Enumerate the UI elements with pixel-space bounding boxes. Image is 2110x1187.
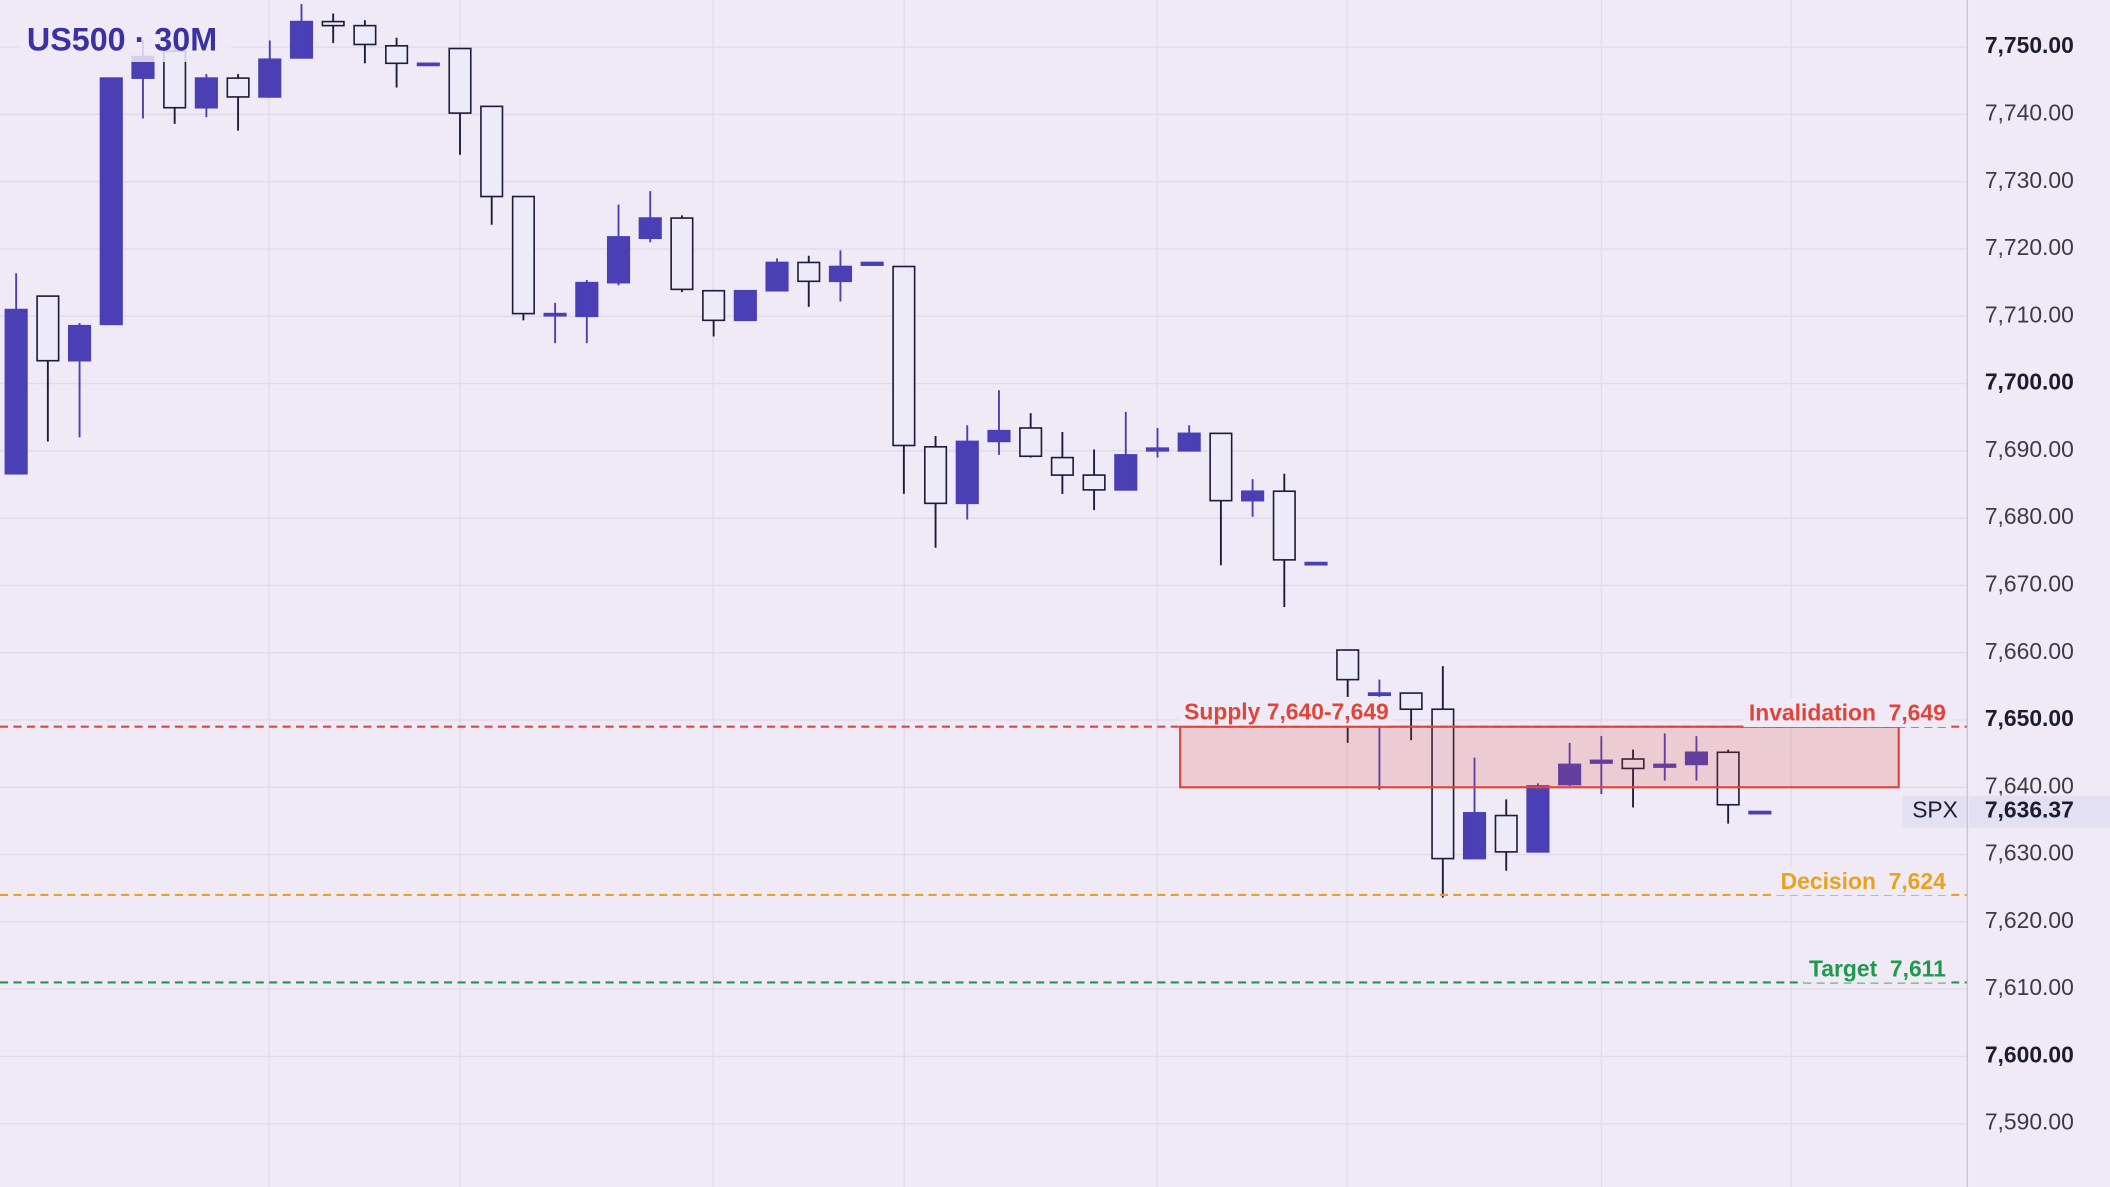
candle-body bbox=[1462, 812, 1487, 860]
candle-body bbox=[1399, 692, 1423, 711]
candle-body bbox=[1019, 427, 1043, 458]
candle-body bbox=[1145, 447, 1170, 452]
level-label: Target 7,611 bbox=[1809, 955, 1946, 981]
plot bbox=[4, 4, 1772, 898]
candle-body bbox=[36, 295, 60, 362]
candle-body bbox=[987, 429, 1011, 443]
candle-body bbox=[575, 281, 599, 318]
candle-body bbox=[258, 58, 282, 98]
y-tick-label: 7,620.00 bbox=[1985, 907, 2074, 933]
candle-body bbox=[892, 265, 916, 447]
candle-body bbox=[1241, 490, 1265, 502]
candle-body bbox=[955, 440, 979, 505]
level-label-bg bbox=[1803, 953, 1952, 983]
title-bg bbox=[18, 18, 232, 62]
symbol-tag bbox=[1902, 795, 1968, 828]
candle-body bbox=[828, 265, 853, 283]
candle-body bbox=[448, 47, 472, 114]
candle-body bbox=[1621, 758, 1645, 770]
y-tick-label: 7,730.00 bbox=[1985, 167, 2074, 193]
y-tick-label: 7,700.00 bbox=[1985, 369, 2074, 395]
candle-body bbox=[606, 236, 631, 284]
y-tick-label: 7,650.00 bbox=[1985, 705, 2074, 731]
candle-body bbox=[1558, 763, 1582, 786]
candle-body bbox=[1272, 490, 1296, 561]
symbol-label: SPX bbox=[1912, 797, 1958, 823]
zone-label: Supply 7,640-7,649 bbox=[1184, 698, 1389, 724]
level-label-bg bbox=[1775, 866, 1952, 896]
candle-body bbox=[1653, 763, 1677, 768]
candle-body bbox=[1431, 708, 1455, 860]
candle-body bbox=[733, 289, 757, 322]
y-tick-label: 7,590.00 bbox=[1985, 1109, 2074, 1135]
candle-body bbox=[511, 195, 535, 315]
candle-body bbox=[797, 261, 821, 283]
candle-body bbox=[1304, 561, 1328, 566]
level-label-bg bbox=[1743, 698, 1952, 728]
candle-body bbox=[543, 312, 567, 317]
y-tick-label: 7,710.00 bbox=[1985, 301, 2074, 327]
time-grid bbox=[268, 0, 1792, 1187]
candle-body bbox=[1082, 474, 1106, 491]
candle-body bbox=[1684, 751, 1709, 766]
candle-body bbox=[923, 446, 948, 505]
candle-body bbox=[321, 20, 345, 27]
price-tag bbox=[1968, 795, 2110, 828]
y-tick-label: 7,740.00 bbox=[1985, 99, 2074, 125]
y-tick-label: 7,610.00 bbox=[1985, 974, 2074, 1000]
level-label: Decision 7,624 bbox=[1781, 868, 1946, 894]
candle-body bbox=[1716, 751, 1740, 806]
candle-body bbox=[1114, 454, 1138, 491]
candle-body bbox=[416, 62, 440, 67]
candle-body bbox=[765, 261, 789, 292]
y-tick-label: 7,640.00 bbox=[1985, 772, 2074, 798]
price-axis-panel bbox=[1967, 0, 2110, 1187]
candle-body bbox=[1367, 692, 1391, 697]
y-tick-label: 7,630.00 bbox=[1985, 840, 2074, 866]
candle-body bbox=[194, 77, 218, 109]
chart-title: US500 · 30M bbox=[27, 21, 217, 57]
candle-body bbox=[638, 217, 662, 240]
candle-body bbox=[860, 261, 884, 266]
candle-body bbox=[226, 77, 250, 98]
y-tick-label: 7,600.00 bbox=[1985, 1041, 2074, 1067]
price-tag-label: 7,636.37 bbox=[1985, 797, 2074, 823]
candle-body bbox=[1209, 432, 1233, 502]
candle-body bbox=[1336, 649, 1360, 681]
y-tick-label: 7,660.00 bbox=[1985, 638, 2074, 664]
candle-body bbox=[1748, 810, 1772, 815]
candle-body bbox=[1177, 432, 1201, 452]
candle-body bbox=[289, 20, 314, 59]
candle-body bbox=[670, 217, 694, 291]
price-axis: 7,590.00 7,600.00 7,610.00 7,620.00 7,630.00… bbox=[1968, 32, 2110, 1135]
y-tick-label: 7,670.00 bbox=[1985, 570, 2074, 596]
candle-body bbox=[1526, 785, 1550, 853]
candle-body bbox=[702, 289, 726, 322]
candle-body bbox=[99, 77, 123, 326]
candle-body bbox=[67, 324, 92, 362]
candle-body bbox=[4, 308, 28, 475]
zone-label-bg bbox=[1180, 696, 1393, 726]
y-tick-label: 7,720.00 bbox=[1985, 234, 2074, 260]
overlays: Invalidation 7,649 Decision 7,624 Target 7… bbox=[0, 696, 1968, 984]
candle-body bbox=[385, 45, 409, 65]
level-label: Invalidation 7,649 bbox=[1749, 700, 1946, 726]
candle-body bbox=[1494, 814, 1518, 853]
candle-body bbox=[353, 24, 377, 46]
candle-body bbox=[480, 105, 504, 198]
y-tick-label: 7,690.00 bbox=[1985, 436, 2074, 462]
y-tick-label: 7,750.00 bbox=[1985, 32, 2074, 58]
candle-body bbox=[1589, 759, 1613, 764]
candle-body bbox=[1050, 456, 1074, 476]
y-tick-label: 7,680.00 bbox=[1985, 503, 2074, 529]
supply-zone bbox=[1179, 725, 1900, 789]
